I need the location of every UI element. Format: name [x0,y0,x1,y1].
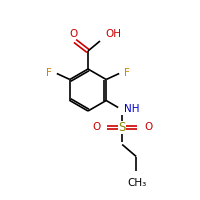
Text: OH: OH [105,29,121,39]
Text: O: O [144,122,152,132]
Text: O: O [92,122,100,132]
Text: NH: NH [124,104,140,114]
Text: S: S [118,121,126,134]
Text: CH₃: CH₃ [128,178,147,188]
Text: O: O [69,29,77,39]
Text: F: F [124,68,130,77]
Text: F: F [46,68,52,77]
